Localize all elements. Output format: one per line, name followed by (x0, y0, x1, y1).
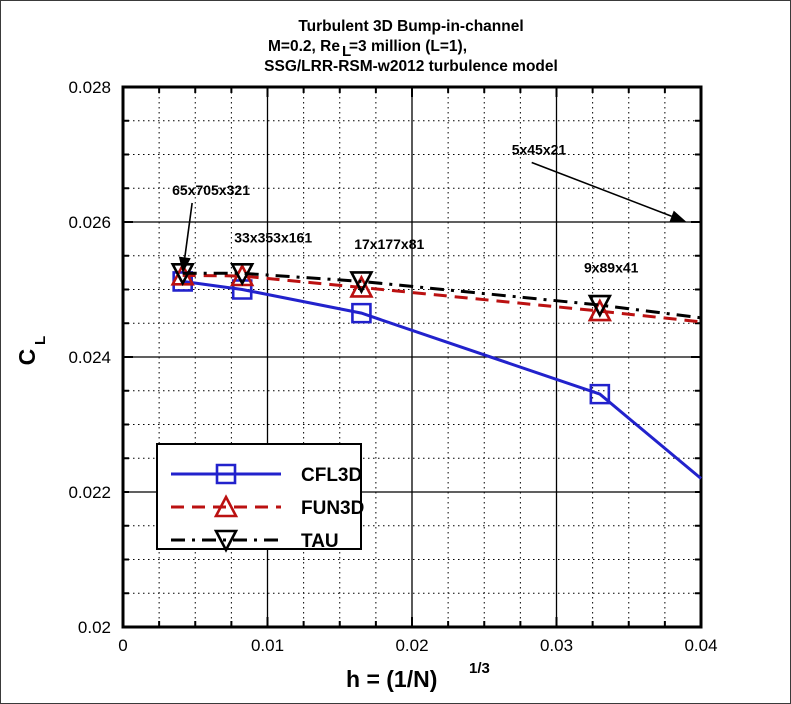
legend-marker-swatch (215, 463, 237, 485)
y-tick-label: 0.028 (68, 78, 111, 97)
x-tick-label: 0.04 (684, 636, 717, 655)
annotation-label: 5x45x21 (512, 142, 567, 158)
legend-label: FUN3D (301, 498, 364, 519)
legend-marker-swatch (213, 494, 239, 518)
series-line (182, 279, 702, 480)
y-tick-label: 0.02 (78, 618, 111, 637)
annotation-layer: 65x705x321 33x353x161 17x177x81 9x89x41 5x45… (172, 142, 687, 276)
title-line-2a: M=0.2, Re (268, 38, 340, 55)
data-series-cfl3d (172, 271, 702, 480)
data-point-marker (589, 383, 611, 405)
x-tick-label: 0.03 (540, 636, 573, 655)
x-tick-label: 0 (118, 636, 127, 655)
data-series-layer (170, 262, 702, 480)
data-point-marker (587, 298, 613, 322)
annotation-label: 33x353x161 (234, 229, 312, 245)
axis-ticks (122, 86, 702, 628)
annotation-17-177-81: 17x177x81 (354, 236, 424, 252)
y-axis-tick-labels: 0.02 0.022 0.024 0.026 0.028 (68, 78, 111, 637)
data-point-marker (231, 279, 253, 300)
annotation-65-705-321: 65x705x321 (172, 182, 250, 274)
y-tick-label: 0.024 (68, 348, 111, 367)
legend-box (156, 443, 362, 550)
x-axis-title-text: h = (1/N) (346, 666, 437, 692)
series-line (182, 273, 702, 324)
annotation-arrow-head (178, 256, 191, 274)
x-tick-label: 0.01 (251, 636, 284, 655)
y-tick-label: 0.026 (68, 213, 111, 232)
annotation-9-89-41: 9x89x41 (584, 260, 639, 276)
legend-item-fun3d[interactable]: FUN3D (171, 494, 364, 519)
y-tick-label: 0.022 (68, 483, 111, 502)
annotation-arrow-line (531, 161, 672, 218)
legend-item-cfl3d[interactable]: CFL3D (171, 463, 362, 486)
legend-label: TAU (301, 531, 339, 552)
data-point-marker (349, 274, 374, 298)
chart-legend[interactable]: CFL3D FUN3D TAU (156, 443, 364, 553)
x-axis-title-exponent: 1/3 (469, 660, 490, 677)
annotation-5-45-21: 5x45x21 (512, 142, 687, 222)
chart-title: Turbulent 3D Bump-in-channel M=0.2, Re L… (264, 18, 558, 75)
annotation-label: 65x705x321 (172, 182, 250, 198)
y-axis-title: C L (14, 336, 49, 365)
x-axis-title: h = (1/N) 1/3 (346, 660, 490, 692)
data-point-marker (230, 263, 255, 287)
x-axis-tick-labels: 0 0.01 0.02 0.03 0.04 (118, 636, 717, 655)
data-point-marker (587, 294, 613, 318)
title-line-2-subscript: L (342, 43, 351, 60)
legend-item-tau[interactable]: TAU (171, 529, 339, 553)
title-line-2b: =3 million (L=1), (349, 38, 467, 55)
annotation-label: 9x89x41 (584, 260, 639, 276)
annotation-33-353-161: 33x353x161 (234, 229, 312, 245)
annotation-arrow-head (669, 210, 687, 222)
annotation-label: 17x177x81 (354, 236, 424, 252)
x-tick-label: 0.02 (395, 636, 428, 655)
data-point-marker (351, 302, 372, 324)
annotation-arrow-line (184, 202, 193, 258)
title-line-1: Turbulent 3D Bump-in-channel (298, 18, 523, 35)
y-axis-title-text: C (14, 349, 40, 366)
legend-items: CFL3D FUN3D TAU (171, 463, 364, 553)
series-line (182, 271, 702, 320)
title-line-3: SSG/LRR-RSM-w2012 turbulence model (264, 58, 558, 75)
y-axis-title-subscript: L (32, 336, 49, 345)
legend-label: CFL3D (301, 465, 362, 486)
data-point-marker (349, 271, 374, 295)
legend-marker-swatch (213, 529, 239, 553)
